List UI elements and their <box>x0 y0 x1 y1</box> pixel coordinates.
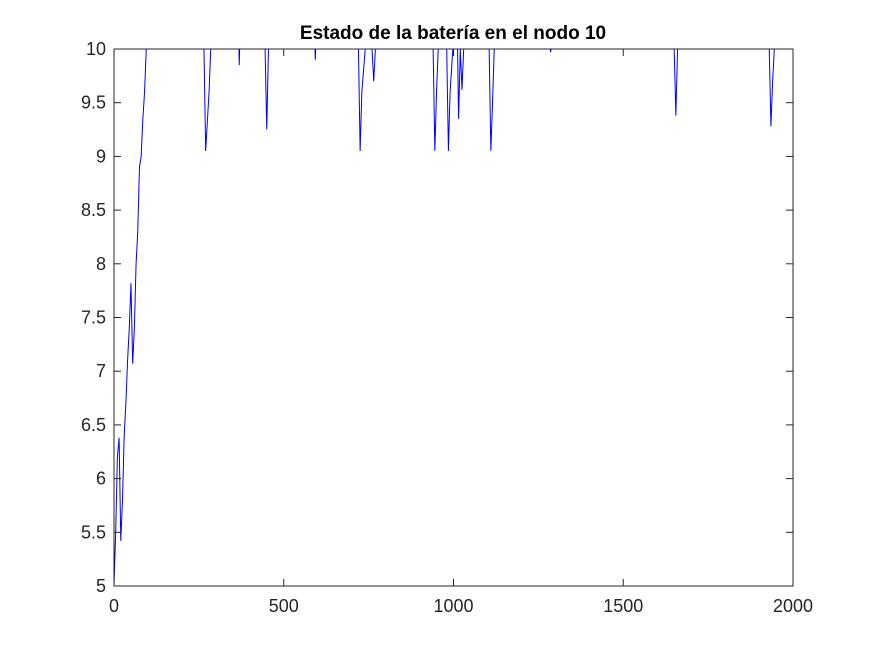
y-tick-label: 7 <box>96 361 106 381</box>
y-tick-label: 6.5 <box>81 415 106 435</box>
y-tick-label: 8.5 <box>81 200 106 220</box>
x-tick-label: 500 <box>269 596 299 616</box>
plot-area <box>114 49 793 586</box>
x-axis-ticks: 0 500 1000 1500 2000 <box>109 49 813 616</box>
y-tick-label: 8 <box>96 254 106 274</box>
chart-title: Estado de la batería en el nodo 10 <box>300 23 606 44</box>
y-axis-ticks: 5 5.5 6 6.5 7 7.5 8 8.5 9 9.5 10 <box>81 39 793 596</box>
y-tick-label: 10 <box>86 39 106 59</box>
y-tick-label: 7.5 <box>81 308 106 328</box>
y-tick-label: 9 <box>96 146 106 166</box>
y-tick-label: 9.5 <box>81 93 106 113</box>
x-tick-label: 2000 <box>773 596 813 616</box>
x-tick-label: 1500 <box>603 596 643 616</box>
y-tick-label: 5.5 <box>81 522 106 542</box>
y-tick-label: 5 <box>96 576 106 596</box>
x-tick-label: 0 <box>109 596 119 616</box>
x-tick-label: 1000 <box>433 596 473 616</box>
y-tick-label: 6 <box>96 469 106 489</box>
